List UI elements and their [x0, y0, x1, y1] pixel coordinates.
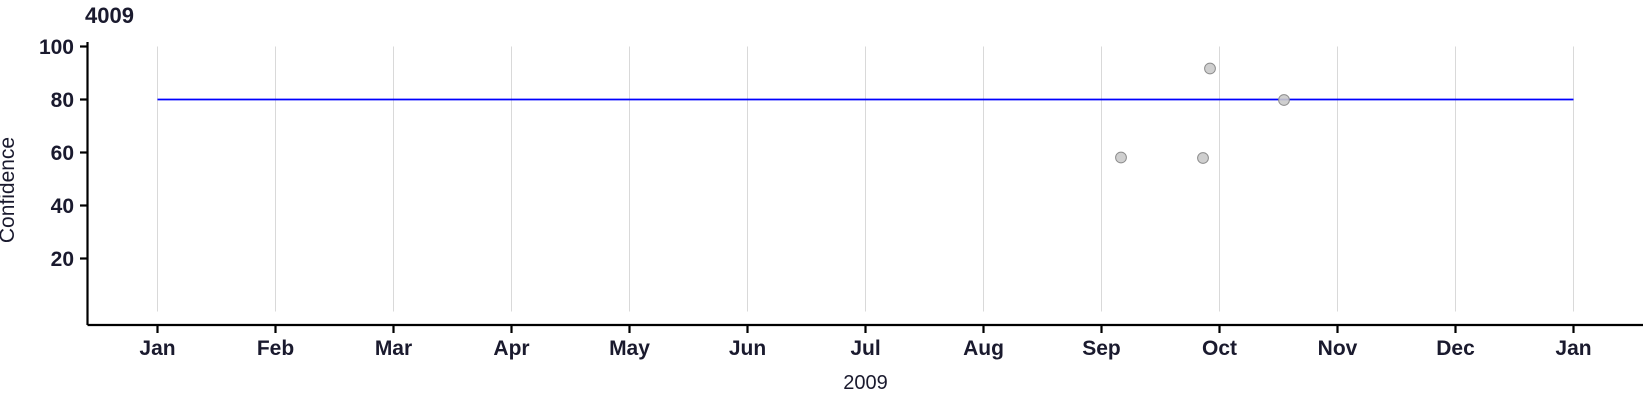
svg-text:May: May	[609, 337, 650, 360]
svg-text:Aug: Aug	[963, 337, 1004, 360]
svg-text:80: 80	[51, 89, 74, 112]
svg-text:Mar: Mar	[375, 337, 412, 360]
svg-text:Nov: Nov	[1318, 337, 1358, 360]
svg-text:20: 20	[51, 248, 74, 271]
svg-text:Feb: Feb	[257, 337, 294, 360]
svg-text:Jan: Jan	[1555, 337, 1591, 360]
svg-text:Oct: Oct	[1202, 337, 1237, 360]
svg-text:4009: 4009	[85, 3, 134, 28]
svg-text:Confidence: Confidence	[0, 137, 19, 243]
svg-text:Sep: Sep	[1082, 337, 1121, 360]
svg-text:Dec: Dec	[1436, 337, 1475, 360]
svg-text:2009: 2009	[843, 372, 888, 394]
svg-text:Jul: Jul	[850, 337, 880, 360]
svg-text:40: 40	[51, 195, 74, 218]
svg-text:Apr: Apr	[493, 337, 529, 360]
svg-text:Jan: Jan	[139, 337, 175, 360]
svg-text:100: 100	[39, 36, 74, 59]
svg-text:60: 60	[51, 142, 74, 165]
svg-text:Jun: Jun	[729, 337, 766, 360]
